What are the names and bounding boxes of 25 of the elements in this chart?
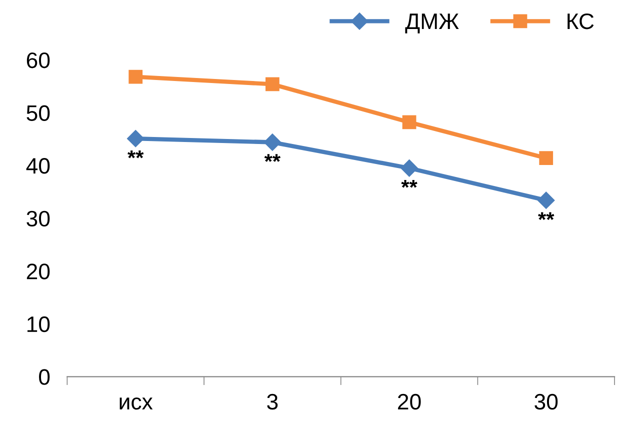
- y-tick-label: 20: [26, 264, 50, 280]
- annotation: **: [264, 154, 281, 162]
- annotation: **: [401, 180, 418, 188]
- x-tick-label: 30: [534, 394, 558, 410]
- point: [264, 134, 281, 151]
- annotation: **: [128, 150, 144, 158]
- legend-label: ДМЖ: [405, 14, 459, 34]
- annotation: **: [538, 212, 554, 220]
- point: [539, 151, 554, 166]
- x-tick-label: 3: [267, 394, 278, 410]
- point: [400, 160, 418, 177]
- y-tick-label: 40: [26, 158, 50, 174]
- point: [265, 77, 280, 92]
- x-tick-label: исх: [120, 397, 153, 410]
- point: [402, 115, 416, 130]
- legend-label: КС: [568, 13, 594, 30]
- point: [538, 192, 555, 209]
- y-tick-label: 10: [27, 316, 50, 332]
- y-tick-label: 0: [39, 369, 50, 385]
- y-tick-label: 50: [26, 105, 50, 121]
- y-tick-label: 60: [26, 52, 50, 68]
- x-tick-label: 20: [398, 394, 421, 410]
- y-tick-label: 30: [26, 210, 50, 227]
- point: [128, 70, 143, 84]
- point: [127, 130, 144, 148]
